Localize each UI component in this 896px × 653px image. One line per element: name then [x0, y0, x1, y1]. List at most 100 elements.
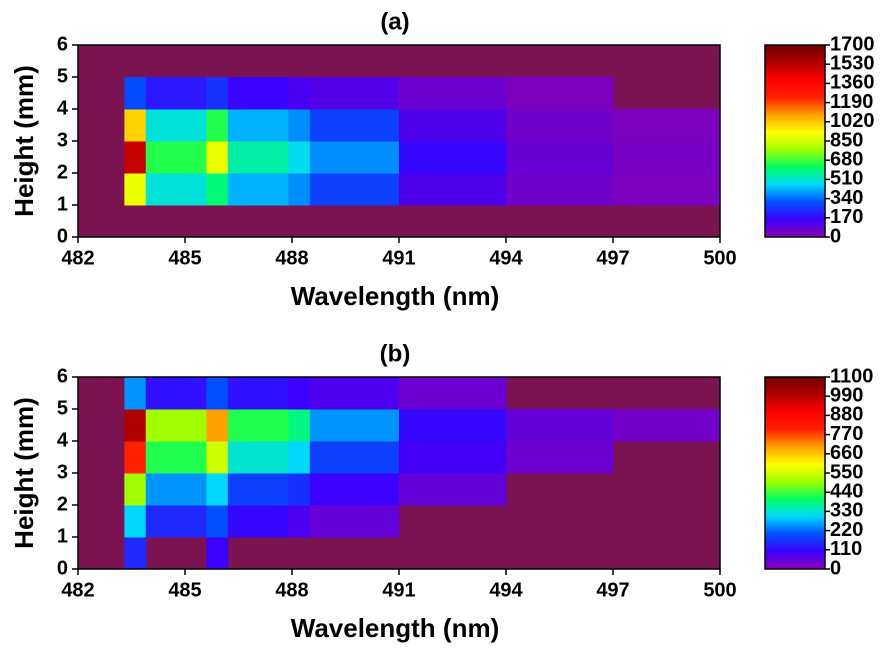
heatmap-cell [206, 473, 229, 506]
heatmap-cell [206, 409, 229, 442]
heatmap-cell [124, 473, 147, 506]
y-axis-label: Height (mm) [9, 397, 39, 549]
heatmap-cell [288, 141, 311, 174]
heatmap-cell [227, 505, 289, 538]
heatmap-cell [124, 409, 147, 442]
colorbar-tick-label: 1190 [830, 91, 873, 113]
y-tick-label: 0 [57, 557, 68, 579]
heatmap-cell [309, 377, 400, 410]
colorbar-tick-label: 1020 [830, 110, 875, 132]
heatmap-cell [145, 409, 207, 442]
heatmap-cell [506, 173, 614, 206]
heatmap-cell [145, 77, 207, 110]
colorbar-tick-label: 880 [830, 404, 863, 426]
x-tick-label: 488 [275, 579, 308, 601]
x-tick-label: 494 [489, 247, 523, 269]
heatmap-cell [288, 77, 311, 110]
heatmap-cell [124, 377, 147, 410]
x-tick-label: 482 [61, 247, 94, 269]
heatmap-cell [288, 473, 311, 506]
colorbar-tick-label: 1100 [830, 365, 873, 387]
x-axis-label: Wavelength (nm) [291, 281, 499, 311]
x-tick-label: 491 [382, 247, 415, 269]
heatmap-cell [124, 109, 147, 142]
x-tick-label: 488 [275, 247, 308, 269]
heatmap-cell [227, 409, 289, 442]
y-tick-label: 6 [57, 365, 68, 387]
y-tick-label: 4 [57, 429, 69, 451]
heatmap-cell [145, 173, 207, 206]
heatmap-cell [145, 473, 207, 506]
y-tick-label: 2 [57, 493, 68, 515]
heatmap-cell [206, 173, 229, 206]
heatmap-cell [227, 441, 289, 474]
heatmap-cell [124, 505, 147, 538]
heatmap-cell [145, 441, 207, 474]
colorbar-tick-label: 1530 [830, 52, 875, 74]
heatmap-cell [399, 109, 507, 142]
heatmap-cell [288, 109, 311, 142]
heatmap-cell [206, 141, 229, 174]
colorbar [764, 44, 826, 238]
heatmap-cell [124, 77, 147, 110]
heatmap-cell [506, 409, 614, 442]
heatmap-cell [399, 473, 507, 506]
x-tick-label: 500 [703, 579, 736, 601]
heatmap-cell [613, 109, 721, 142]
heatmap-cell [613, 141, 721, 174]
x-tick-label: 485 [168, 579, 201, 601]
x-tick-label: 491 [382, 579, 415, 601]
heatmap-cell [227, 77, 289, 110]
heatmap-cell [206, 505, 229, 538]
colorbar-tick-label: 850 [830, 129, 863, 151]
heatmap-cell [206, 537, 229, 570]
y-tick-label: 4 [57, 97, 69, 119]
x-tick-label: 500 [703, 247, 736, 269]
heatmap-cell [288, 173, 311, 206]
colorbar-tick-label: 550 [830, 461, 863, 483]
heatmap-cell [124, 141, 147, 174]
heatmap-cell [288, 505, 311, 538]
x-tick-label: 485 [168, 247, 201, 269]
heatmap-cell [124, 441, 147, 474]
heatmap-cell [227, 473, 289, 506]
heatmap-cell [206, 377, 229, 410]
heatmap-cell [309, 77, 400, 110]
heatmap-cell [309, 173, 400, 206]
colorbar-tick-label: 1360 [830, 72, 875, 94]
x-tick-label: 494 [489, 579, 523, 601]
heatmap-cell [399, 409, 507, 442]
heatmap-cell [227, 141, 289, 174]
heatmap-cell [227, 109, 289, 142]
y-tick-label: 5 [57, 65, 68, 87]
y-tick-label: 3 [57, 129, 68, 151]
heatmap-cell [124, 173, 147, 206]
colorbar-tick-label: 330 [830, 500, 863, 522]
heatmap-cell [506, 441, 614, 474]
colorbar [764, 376, 826, 570]
heatmap-cell [309, 109, 400, 142]
heatmap-cell [309, 141, 400, 174]
y-tick-label: 5 [57, 397, 68, 419]
colorbar-tick-label: 170 [830, 206, 863, 228]
y-tick-label: 3 [57, 461, 68, 483]
heatmap-cell [206, 441, 229, 474]
heatmap-cell [288, 409, 311, 442]
y-tick-label: 6 [57, 33, 68, 55]
heatmap-cell [145, 141, 207, 174]
y-tick-label: 2 [57, 161, 68, 183]
heatmap-cell [124, 537, 147, 570]
y-tick-label: 0 [57, 225, 68, 247]
x-axis-label: Wavelength (nm) [291, 613, 499, 643]
heatmap-cell [227, 377, 289, 410]
colorbar-tick-label: 990 [830, 384, 863, 406]
heatmap-cell [288, 441, 311, 474]
x-tick-label: 497 [596, 579, 629, 601]
heatmap-cell [206, 109, 229, 142]
heatmap-cell [206, 77, 229, 110]
colorbar-tick-label: 0 [830, 557, 841, 579]
heatmap-cell [227, 173, 289, 206]
y-axis-label: Height (mm) [9, 65, 39, 217]
y-tick-label: 1 [57, 525, 68, 547]
